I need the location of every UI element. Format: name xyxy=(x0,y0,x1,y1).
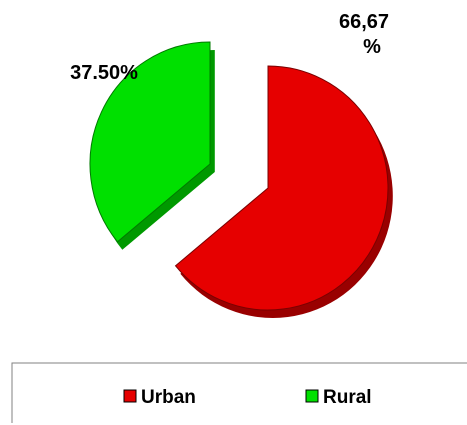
slice-rural-face xyxy=(89,41,211,243)
legend: Urban Rural xyxy=(11,362,467,423)
legend-swatch-rural xyxy=(305,389,319,403)
legend-swatch-urban xyxy=(123,389,137,403)
legend-label-urban: Urban xyxy=(141,387,196,408)
slice-urban xyxy=(174,65,393,319)
legend-label-rural: Rural xyxy=(323,387,372,408)
urban-data-label-line1: 66,67 xyxy=(339,11,389,33)
legend-border xyxy=(11,362,467,423)
slice-urban-face xyxy=(174,65,389,311)
urban-data-label-line2: % xyxy=(363,36,381,58)
slice-rural xyxy=(89,41,215,250)
rural-data-label: 37.50% xyxy=(70,62,138,84)
